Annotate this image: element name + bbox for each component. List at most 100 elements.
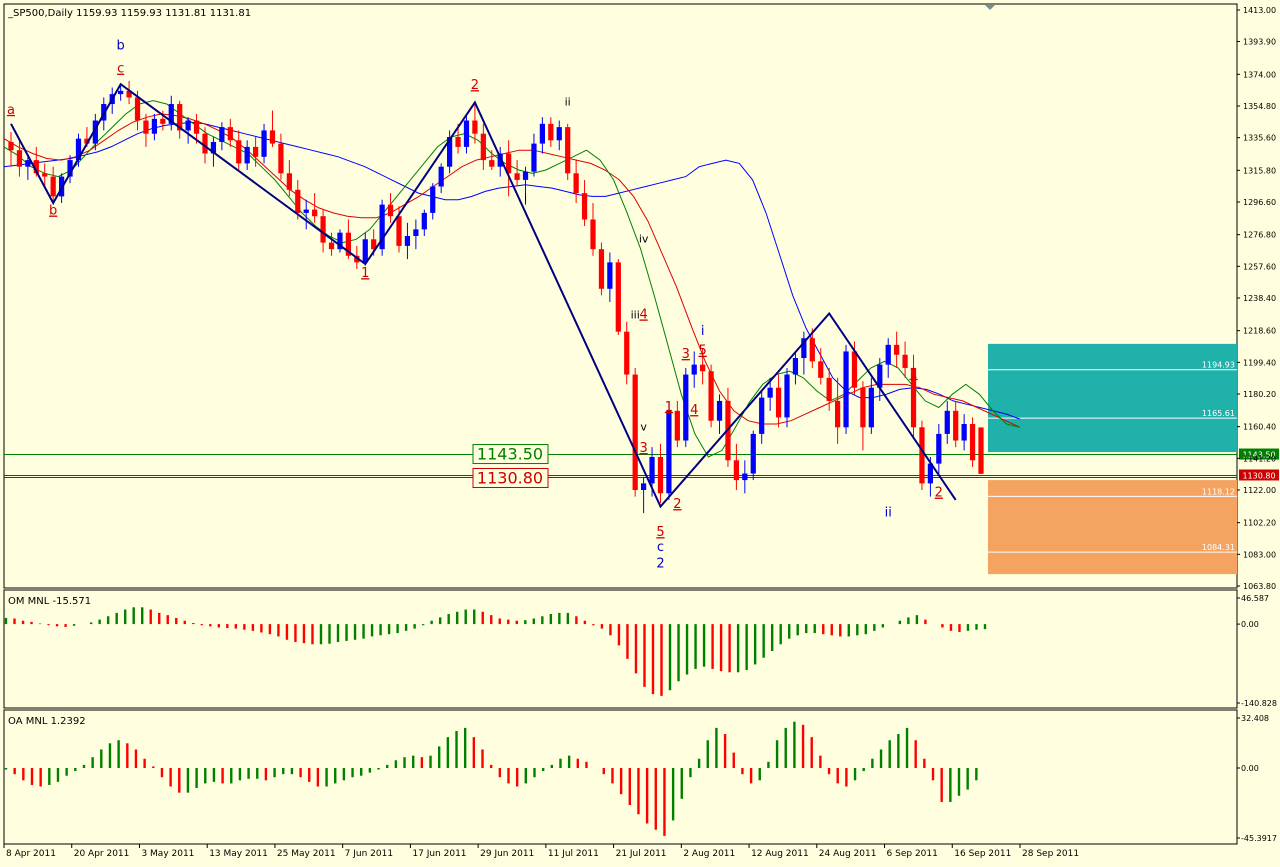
- date-tick-label: 21 Jul 2011: [616, 849, 667, 859]
- candle-bear: [700, 364, 706, 372]
- price-tick-label: 1413.00: [1243, 6, 1276, 15]
- price-tick-label: 1083.00: [1243, 550, 1276, 559]
- wave-label: ii: [565, 96, 571, 109]
- candle-bear: [708, 371, 714, 421]
- candle-bear: [455, 137, 461, 147]
- candle-bear: [42, 173, 48, 177]
- osc-tick-label: 0.00: [1241, 764, 1259, 773]
- wave-label: 3: [639, 441, 647, 456]
- candle-bear: [236, 140, 242, 164]
- candle-bull: [430, 186, 436, 213]
- candle-bull: [944, 410, 950, 434]
- date-tick-label: 16 Sep 2011: [954, 849, 1011, 859]
- candle-bull: [210, 141, 217, 154]
- main-pane-frame: [3, 3, 1238, 589]
- candle-bear: [624, 331, 630, 375]
- wave-label: 4: [690, 403, 698, 418]
- candle-bull: [784, 374, 790, 418]
- date-tick-label: 12 Aug 2011: [751, 849, 809, 859]
- candle-bull: [219, 127, 225, 142]
- candles: [8, 80, 984, 514]
- candle-bear: [16, 150, 23, 167]
- price-tick-label: 1141.20: [1243, 454, 1276, 463]
- candle-bull: [168, 104, 174, 124]
- candle-bull: [379, 204, 385, 250]
- candle-bear: [565, 127, 571, 174]
- candle-bear: [902, 354, 908, 368]
- candle-bear: [506, 153, 512, 174]
- candle-bull: [531, 143, 537, 172]
- candle-bull: [463, 120, 470, 147]
- candle-bear: [345, 232, 352, 256]
- pane-scroll-marker-icon[interactable]: [985, 5, 995, 10]
- date-tick-label: 13 May 2011: [209, 849, 268, 859]
- candle-bear: [910, 367, 917, 428]
- price-tick-label: 1335.60: [1243, 134, 1276, 143]
- candle-bull: [404, 235, 411, 246]
- candle-bear: [548, 123, 554, 141]
- ma-line-green: [3, 100, 1021, 458]
- wave-label: 1: [361, 266, 369, 281]
- candle-bull: [446, 137, 453, 167]
- candle-bear: [573, 173, 579, 194]
- candle-bull: [640, 483, 647, 490]
- wave-label: 4: [639, 307, 647, 322]
- price-tick-label: 1199.40: [1243, 358, 1276, 367]
- price-tick-label: 1180.20: [1243, 390, 1276, 399]
- price-tick-label: 1374.00: [1243, 70, 1276, 79]
- candle-bear: [387, 204, 394, 217]
- candle-bull: [362, 239, 368, 263]
- wave-label: i: [524, 191, 527, 204]
- date-tick-label: 2 Aug 2011: [683, 849, 735, 859]
- wave-label: 2: [935, 486, 943, 501]
- candle-bull: [607, 262, 613, 289]
- candle-bear: [632, 374, 638, 490]
- wave-label: a: [7, 103, 15, 118]
- candle-bear: [84, 138, 90, 144]
- candle-bear: [894, 344, 900, 355]
- price-tick-label: 1296.60: [1243, 198, 1276, 207]
- candle-bull: [961, 424, 967, 441]
- price-tick-label: 1354.80: [1243, 102, 1276, 111]
- oa-title: OA MNL 1.2392: [8, 716, 86, 727]
- osc-tick-label: 32.408: [1241, 714, 1269, 723]
- candle-bull: [556, 127, 562, 141]
- om-histogram: 46.587 0.00 -140.828: [4, 594, 1277, 708]
- date-tick-label: 25 May 2011: [277, 849, 336, 859]
- date-tick-label: 7 Jun 2011: [345, 849, 393, 859]
- candle-bear: [50, 176, 56, 197]
- axis-price-tag-green: [1239, 448, 1279, 460]
- candle-bear: [134, 97, 141, 121]
- zone-level-label: 1194.93: [1202, 361, 1235, 370]
- candle-bull: [767, 387, 773, 398]
- zone-level-label: 1118.12: [1202, 487, 1235, 496]
- candle-bull: [118, 90, 124, 95]
- candle-bear: [227, 127, 233, 141]
- wave-label: iii: [631, 308, 640, 321]
- wave-label: c: [117, 62, 124, 77]
- date-axis: 8 Apr 2011 20 Apr 2011 3 May 2011 13 May 20…: [3, 844, 1079, 859]
- candle-bull: [868, 387, 874, 428]
- zone-level-label: 1084.31: [1202, 543, 1235, 552]
- candle-bull: [337, 232, 343, 250]
- candle-bear: [252, 146, 259, 157]
- candle-bear: [472, 120, 478, 134]
- candle-bear: [953, 410, 959, 441]
- candle-bull: [877, 364, 883, 388]
- wave-label: 3: [682, 347, 690, 362]
- candle-bear: [978, 427, 984, 474]
- wave-label: 2: [471, 78, 479, 93]
- axis-price-tag-red: [1239, 469, 1279, 481]
- level-box-red: [472, 467, 549, 488]
- wave-label: 5: [699, 344, 707, 359]
- candle-bear: [480, 133, 486, 161]
- candle-bull: [421, 212, 427, 230]
- candle-bear: [969, 424, 976, 461]
- price-tick-label: 1218.60: [1243, 327, 1276, 336]
- osc-tick-label: -140.828: [1241, 699, 1277, 708]
- price-tick-label: 1063.80: [1243, 582, 1276, 591]
- candle-bear: [371, 239, 377, 250]
